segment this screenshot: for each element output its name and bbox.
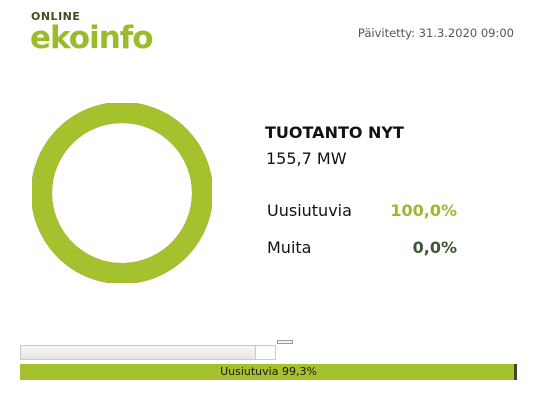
horizontal-scrollbar-track[interactable]: [20, 345, 274, 360]
other-label: Muita: [267, 238, 312, 257]
logo-ekoinfo-text: ekoinfo: [30, 20, 154, 56]
renewable-percent: 100,0%: [390, 201, 457, 220]
donut-renewable-arc: [32, 103, 212, 283]
renewable-share-label: Uusiutuvia 99,3%: [220, 365, 317, 378]
renewable-label: Uusiutuvia: [267, 201, 352, 220]
production-power-value: 155,7 MW: [266, 149, 347, 168]
horizontal-scrollbar-thumb[interactable]: [255, 345, 276, 360]
resize-handle[interactable]: [277, 340, 293, 344]
logo-online-text: ONLINE: [31, 10, 81, 23]
renewable-share-bar: Uusiutuvia 99,3%: [20, 364, 517, 380]
other-percent: 0,0%: [412, 238, 457, 257]
updated-timestamp: Päivitetty: 31.3.2020 09:00: [357, 26, 514, 40]
renewable-share-fill: [20, 364, 514, 380]
production-title: TUOTANTO NYT: [265, 123, 404, 142]
production-donut-chart: [32, 103, 212, 283]
